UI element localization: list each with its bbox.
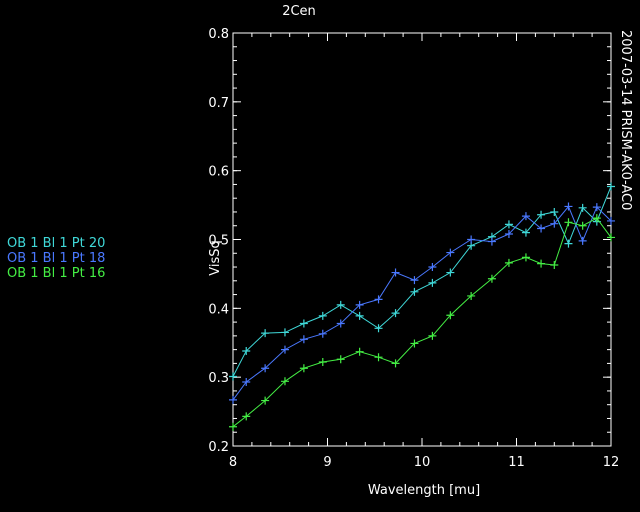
data-point — [229, 372, 237, 381]
data-point — [504, 229, 513, 238]
data-point — [446, 311, 455, 320]
x-tick-label: 9 — [323, 455, 331, 470]
data-point — [578, 203, 587, 212]
data-point — [550, 207, 559, 216]
data-point — [336, 300, 345, 309]
x-tick-labels: 8 9 10 11 12 — [229, 455, 619, 470]
data-point — [410, 287, 419, 296]
y-tick-labels: 0.2 0.3 0.4 0.5 0.6 0.7 0.8 — [208, 27, 229, 455]
data-point — [592, 203, 601, 212]
x-tick-label: 8 — [229, 455, 237, 470]
data-point — [355, 300, 364, 309]
chart-title: 2Cen — [282, 4, 316, 19]
y-tick-label: 0.7 — [208, 96, 229, 111]
data-point — [410, 276, 419, 285]
y-tick-label: 0.2 — [208, 440, 229, 455]
y-tick-label: 0.5 — [208, 234, 229, 249]
series-line — [232, 205, 612, 401]
data-point — [391, 268, 400, 277]
data-point — [391, 359, 400, 368]
series-1 — [229, 182, 615, 381]
x-tick-label: 10 — [414, 455, 431, 470]
data-point — [318, 358, 327, 367]
data-point — [578, 221, 587, 230]
data-point — [374, 324, 383, 333]
data-point — [374, 295, 383, 304]
data-point — [336, 319, 345, 328]
data-point — [410, 339, 419, 348]
data-point — [229, 395, 237, 404]
data-point — [467, 291, 476, 300]
data-point — [299, 335, 308, 344]
data-point — [261, 396, 270, 405]
data-point — [280, 328, 289, 337]
data-point — [487, 237, 496, 246]
data-point — [355, 347, 364, 356]
x-axis-label: Wavelength [mu] — [368, 483, 480, 498]
data-point — [487, 274, 496, 283]
legend-entry: OB 1 Bl 1 Pt 16 — [7, 266, 105, 281]
data-point — [537, 259, 546, 268]
data-point — [564, 202, 573, 211]
axis-ticks — [232, 32, 612, 447]
data-point — [564, 218, 573, 227]
x-tick-label: 12 — [603, 455, 620, 470]
y-tick-label: 0.3 — [208, 371, 229, 386]
data-point — [391, 309, 400, 318]
data-point — [504, 220, 513, 229]
data-point — [355, 311, 364, 320]
data-point — [261, 364, 270, 373]
data-point — [318, 329, 327, 338]
data-point — [446, 268, 455, 277]
series-3 — [229, 214, 615, 431]
y-tick-label: 0.6 — [208, 165, 229, 180]
y-tick-label: 0.8 — [208, 27, 229, 42]
x-tick-label: 11 — [508, 455, 525, 470]
data-point — [578, 236, 587, 245]
data-point — [280, 345, 289, 354]
data-point — [537, 210, 546, 219]
data-point — [261, 329, 270, 338]
data-point — [521, 228, 530, 237]
legend-entry: OB 1 Bl 1 Pt 18 — [7, 251, 105, 266]
side-label: 2007-03-14 PRISM-AK0-AC0 — [618, 30, 633, 210]
data-point — [242, 347, 251, 356]
data-point — [592, 214, 601, 223]
data-point — [428, 278, 437, 287]
data-point — [537, 224, 546, 233]
plot-frame — [232, 32, 612, 447]
data-point — [299, 319, 308, 328]
data-point — [467, 235, 476, 244]
data-point — [242, 412, 251, 421]
data-point — [504, 258, 513, 267]
data-point — [229, 422, 237, 431]
data-point — [299, 364, 308, 373]
data-point — [607, 182, 615, 191]
data-point — [607, 233, 615, 242]
data-point — [280, 377, 289, 386]
data-point — [564, 239, 573, 248]
series-2 — [229, 202, 615, 404]
data-point — [446, 248, 455, 257]
data-point — [374, 353, 383, 362]
legend-entry: OB 1 Bl 1 Pt 20 — [7, 236, 105, 251]
data-point — [521, 212, 530, 221]
data-point — [550, 219, 559, 228]
data-point — [242, 377, 251, 386]
data-point — [336, 355, 345, 364]
series-layer — [229, 182, 615, 431]
data-point — [550, 260, 559, 269]
series-line — [232, 217, 612, 428]
data-point — [521, 253, 530, 262]
data-point — [607, 216, 615, 225]
data-point — [318, 311, 327, 320]
data-point — [428, 263, 437, 272]
y-axis-label: VisSq — [208, 240, 223, 276]
data-point — [428, 331, 437, 340]
y-tick-label: 0.4 — [208, 302, 229, 317]
